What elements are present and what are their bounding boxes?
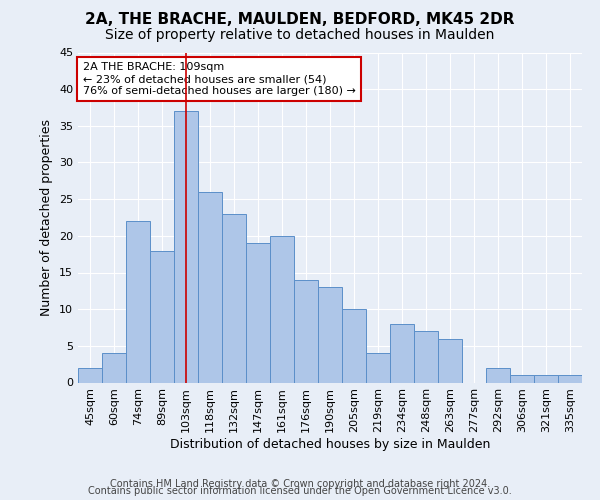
Bar [150, 250, 174, 382]
Bar [366, 353, 390, 382]
Bar [102, 353, 126, 382]
Bar [198, 192, 222, 382]
Bar [222, 214, 246, 382]
X-axis label: Distribution of detached houses by size in Maulden: Distribution of detached houses by size … [170, 438, 490, 451]
Text: 2A, THE BRACHE, MAULDEN, BEDFORD, MK45 2DR: 2A, THE BRACHE, MAULDEN, BEDFORD, MK45 2… [85, 12, 515, 28]
Bar [510, 375, 534, 382]
Bar [486, 368, 510, 382]
Text: Size of property relative to detached houses in Maulden: Size of property relative to detached ho… [106, 28, 494, 42]
Bar [414, 331, 438, 382]
Bar [342, 309, 366, 382]
Bar [78, 368, 102, 382]
Text: 2A THE BRACHE: 109sqm
← 23% of detached houses are smaller (54)
76% of semi-deta: 2A THE BRACHE: 109sqm ← 23% of detached … [83, 62, 356, 96]
Bar [438, 338, 462, 382]
Text: Contains HM Land Registry data © Crown copyright and database right 2024.: Contains HM Land Registry data © Crown c… [110, 479, 490, 489]
Bar [294, 280, 318, 382]
Bar [558, 375, 582, 382]
Bar [318, 287, 342, 382]
Y-axis label: Number of detached properties: Number of detached properties [40, 119, 53, 316]
Bar [126, 221, 150, 382]
Bar [246, 243, 270, 382]
Bar [174, 111, 198, 382]
Bar [390, 324, 414, 382]
Bar [534, 375, 558, 382]
Text: Contains public sector information licensed under the Open Government Licence v3: Contains public sector information licen… [88, 486, 512, 496]
Bar [270, 236, 294, 382]
